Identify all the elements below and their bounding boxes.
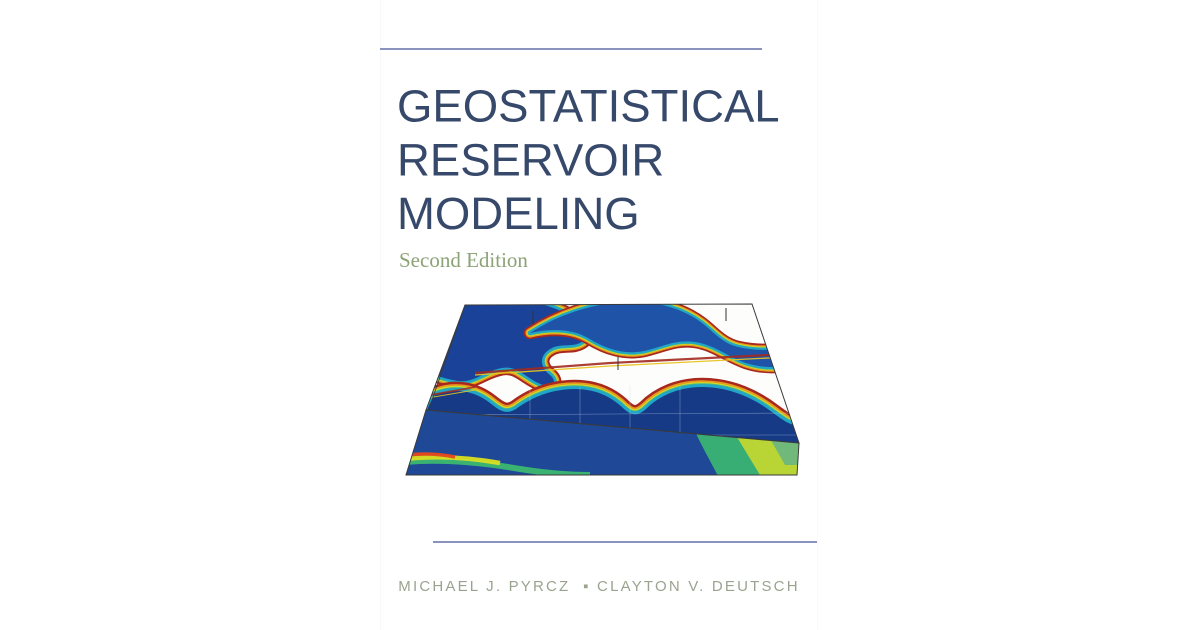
svg-text:GEOSTATISTICAL: GEOSTATISTICAL xyxy=(397,81,780,132)
svg-text:RESERVOIR: RESERVOIR xyxy=(397,135,664,186)
svg-text:MODELING: MODELING xyxy=(397,188,640,239)
